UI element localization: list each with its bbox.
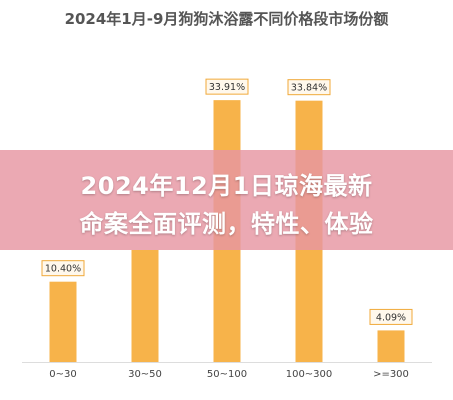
data-label-0: 10.40% — [45, 264, 81, 275]
x-tick-label-1: 30~50 — [128, 369, 162, 380]
data-label-box-3 — [287, 79, 331, 96]
x-tick-label-0: 0~30 — [49, 369, 76, 380]
chart-title: 2024年1月-9月狗狗沐浴露不同价格段市场份额 — [64, 10, 389, 28]
data-label-2: 33.91% — [209, 82, 245, 93]
x-tick-label-3: 100~300 — [286, 369, 333, 380]
bar-1 — [131, 250, 159, 362]
banner-line-1: 2024年12月1日琼海最新 — [80, 172, 373, 200]
banner-line-2: 命案全面评测，特性、体验 — [79, 210, 374, 238]
data-label-box-0 — [41, 260, 85, 277]
data-label-box-4 — [369, 308, 413, 325]
overlay-banner: 2024年12月1日琼海最新 命案全面评测，特性、体验 — [0, 150, 453, 250]
x-tick-label-4: >=300 — [373, 369, 409, 380]
data-label-3: 33.84% — [291, 83, 327, 94]
bar-0 — [49, 281, 77, 362]
bar-4 — [377, 330, 405, 362]
data-label-4: 4.09% — [376, 312, 406, 323]
x-tick-label-2: 50~100 — [207, 369, 247, 380]
data-label-box-2 — [205, 78, 249, 95]
